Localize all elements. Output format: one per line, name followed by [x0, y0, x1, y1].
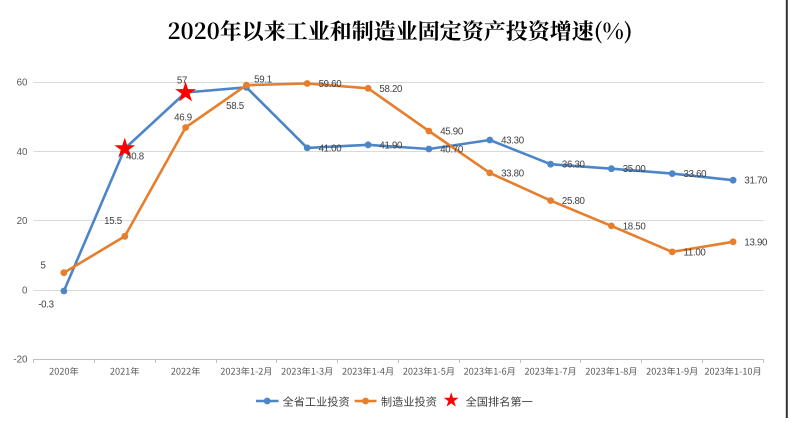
svg-text:41.90: 41.90 — [379, 140, 403, 151]
svg-text:59.1: 59.1 — [254, 74, 272, 85]
svg-text:33.80: 33.80 — [501, 168, 525, 179]
svg-text:58.5: 58.5 — [226, 101, 244, 112]
svg-text:58.20: 58.20 — [379, 84, 403, 95]
svg-text:36.30: 36.30 — [562, 160, 586, 171]
svg-text:40: 40 — [17, 147, 28, 158]
svg-text:40.70: 40.70 — [440, 145, 464, 156]
svg-text:11.00: 11.00 — [684, 247, 707, 258]
svg-text:33.60: 33.60 — [684, 169, 708, 180]
svg-text:20: 20 — [17, 216, 28, 227]
svg-text:35.00: 35.00 — [623, 164, 647, 175]
svg-text:13.90: 13.90 — [744, 237, 768, 248]
svg-text:15.5: 15.5 — [104, 216, 122, 227]
svg-text:43.30: 43.30 — [501, 136, 525, 147]
svg-text:40.8: 40.8 — [126, 151, 144, 162]
svg-text:60: 60 — [17, 78, 28, 89]
svg-text:46.9: 46.9 — [174, 112, 192, 123]
svg-text:0: 0 — [22, 285, 28, 296]
svg-text:18.50: 18.50 — [623, 221, 647, 232]
svg-text:31.70: 31.70 — [744, 176, 768, 187]
svg-text:-0.3: -0.3 — [38, 299, 54, 310]
svg-text:5: 5 — [40, 260, 45, 271]
svg-text:57: 57 — [177, 75, 187, 86]
svg-text:-20: -20 — [13, 355, 28, 366]
svg-text:59.60: 59.60 — [319, 79, 343, 90]
svg-text:41.00: 41.00 — [319, 143, 343, 154]
svg-text:25.80: 25.80 — [562, 196, 586, 207]
svg-text:45.90: 45.90 — [440, 127, 464, 138]
